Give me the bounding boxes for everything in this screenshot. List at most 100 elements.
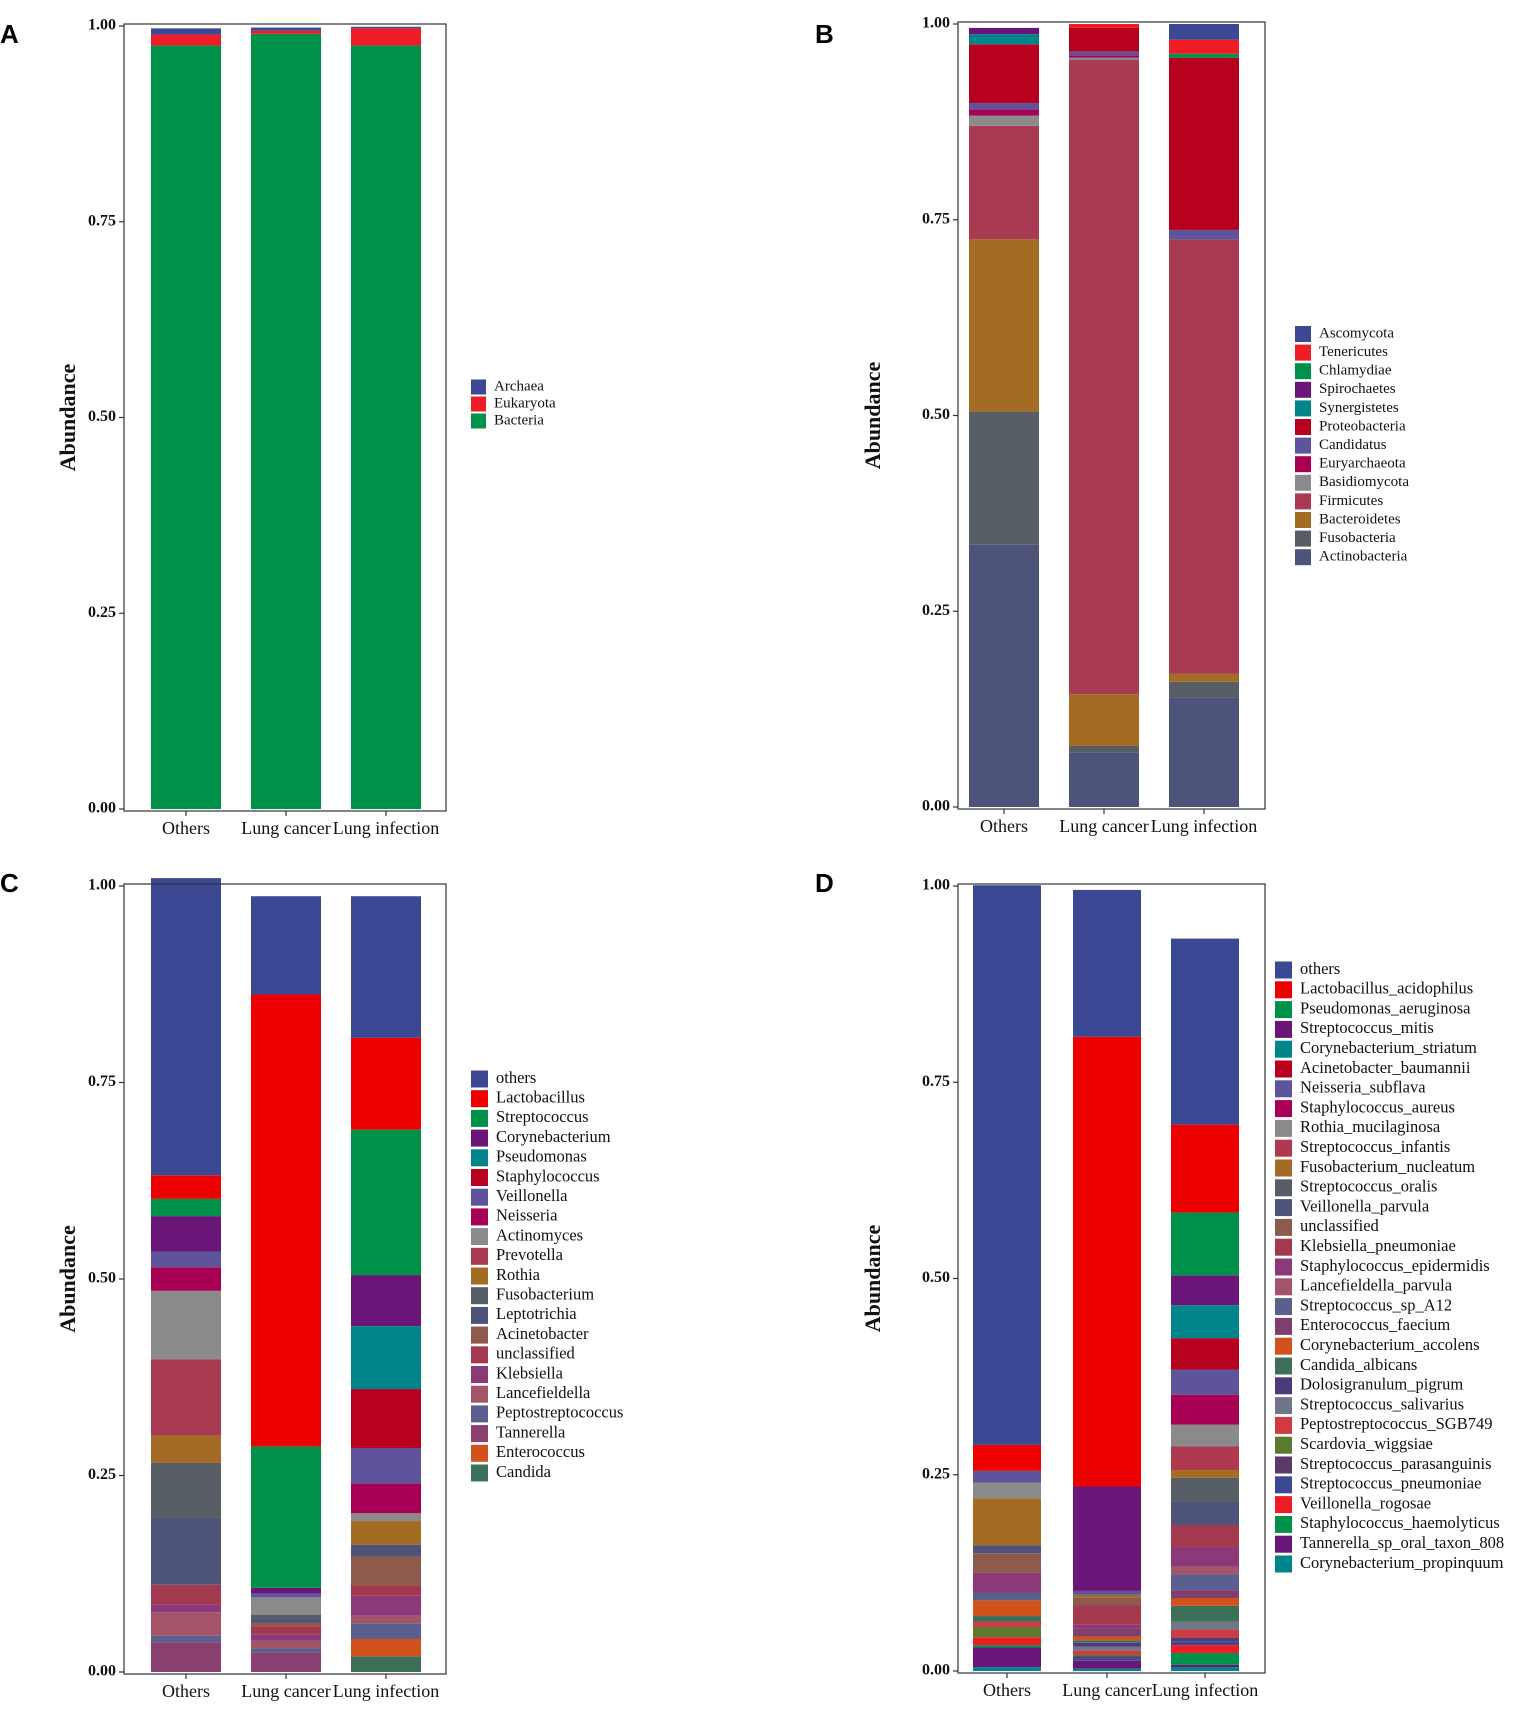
panel-c-bar-segment: [351, 1595, 421, 1616]
panel-c-bar-segment: [351, 1623, 421, 1639]
panel-c-bar-segment: [351, 896, 421, 1038]
panel-d-legend-swatch: [1275, 1119, 1292, 1137]
panel-d-legend-label: Corynebacterium_accolens: [1300, 1335, 1480, 1354]
panel-c-bar-segment: [251, 1618, 321, 1623]
panel-d-bar-segment: [973, 1592, 1041, 1601]
panel-c-bar-segment: [351, 1389, 421, 1448]
panel-d-bar-segment: [1073, 1597, 1141, 1606]
panel-c-bar-segment: [151, 1517, 221, 1585]
panel-d-bar-segment: [973, 1667, 1041, 1671]
panel-d-y-tick-label: 0.00: [922, 1662, 950, 1679]
panel-d-y-tick-label: 0.50: [922, 1269, 950, 1286]
panel-d-bar-segment: [1073, 1486, 1141, 1591]
panel-c-legend-label: Neisseria: [496, 1206, 558, 1225]
panel-b-bar-segment: [1069, 745, 1139, 753]
panel-c-legend-label: others: [496, 1068, 536, 1087]
panel-d-bar-segment: [973, 1627, 1041, 1638]
panel-d-legend-label: Streptococcus_parasanguinis: [1300, 1454, 1492, 1473]
panel-b-legend-swatch: [1295, 549, 1311, 566]
panel-c-legend-label: Candida: [496, 1462, 552, 1481]
panel-d-bar-segment: [1073, 1650, 1141, 1655]
panel-d-y-tick-label: 0.25: [922, 1465, 950, 1482]
panel-d-bar-segment: [973, 1498, 1041, 1546]
panel-d-bar-segment: [973, 1545, 1041, 1554]
panel-a-bar-segment: [351, 45, 421, 809]
panel-a-category-label: Lung cancer: [241, 818, 330, 838]
panel-c-bar-segment: [351, 1521, 421, 1545]
panel-d-legend-swatch: [1275, 1040, 1292, 1058]
panel-c-legend-swatch: [471, 1149, 488, 1167]
panel-c-legend-label: Fusobacterium: [496, 1284, 594, 1303]
panel-c-letter: C: [0, 868, 19, 898]
panel-a-bar-segment: [351, 26, 421, 29]
panel-b-bar-segment: [969, 411, 1039, 545]
panel-b-legend-swatch: [1295, 456, 1311, 473]
panel-c-legend-swatch: [471, 1070, 488, 1088]
panel-d-legend-label: unclassified: [1300, 1216, 1380, 1235]
panel-b-bar-segment: [1069, 752, 1139, 807]
panel-b-bar-segment: [969, 125, 1039, 240]
panel-c-bar-segment: [151, 1251, 221, 1268]
panel-c-bar-segment: [251, 1614, 321, 1619]
panel-c-legend-label: Corynebacterium: [496, 1127, 611, 1146]
panel-d-legend-label: others: [1300, 959, 1340, 978]
panel-d-legend-swatch: [1275, 1397, 1292, 1415]
panel-c-bar-segment: [151, 1635, 221, 1643]
panel-a-y-axis-title: Abundance: [55, 363, 80, 471]
panel-a-bar-segment: [351, 28, 421, 46]
panel-b-legend-swatch: [1295, 512, 1311, 528]
panel-d-bar-segment: [1171, 1546, 1239, 1567]
panel-c-bar-segment: [351, 1447, 421, 1484]
panel-a-y-tick-label: 0.00: [88, 800, 116, 817]
panel-b-bar-segment: [1069, 27, 1139, 52]
panel-c-legend-label: Actinomyces: [496, 1225, 583, 1244]
panel-d-legend-label: Scardovia_wiggsiae: [1300, 1434, 1433, 1453]
panel-b-bar-segment: [1169, 24, 1239, 40]
panel-a-legend-swatch: [471, 379, 486, 395]
panel-a-bar-segment: [151, 34, 221, 46]
panel-c-legend-label: Staphylococcus: [496, 1166, 600, 1185]
panel-d-bar-segment: [1171, 1394, 1239, 1425]
panel-a-category-label: Lung infection: [333, 818, 439, 838]
panel-c-legend-label: Tannerella: [496, 1422, 566, 1441]
panel-d-bar-segment: [1171, 1212, 1239, 1276]
panel-c-legend-label: Lactobacillus: [496, 1087, 585, 1106]
panel-d-legend-label: Streptococcus_mitis: [1300, 1018, 1434, 1037]
panel-c-bar-segment: [351, 1656, 421, 1672]
panel-c-legend-swatch: [471, 1346, 488, 1364]
panel-d-legend-swatch: [1275, 1456, 1292, 1474]
panel-d-bar-segment: [1073, 1036, 1141, 1487]
panel-c-legend-label: Rothia: [496, 1265, 541, 1284]
panel-b-legend-label: Euryarchaeota: [1319, 456, 1406, 472]
panel-d-legend-swatch: [1275, 1139, 1292, 1157]
panel-c-bar-segment: [251, 1652, 321, 1672]
panel-c-legend-swatch: [471, 1228, 488, 1246]
panel-c-legend-label: Leptotrichia: [496, 1304, 577, 1323]
panel-d-legend-label: Pseudomonas_aeruginosa: [1300, 998, 1471, 1017]
panel-d-bar-segment: [1073, 1646, 1141, 1651]
panel-c-legend-label: Lancefieldella: [496, 1383, 591, 1402]
panel-b-legend-swatch: [1295, 381, 1311, 398]
panel-b-legend-label: Chlamydiae: [1319, 363, 1392, 379]
panel-d-bar-segment: [973, 1645, 1041, 1648]
panel-b-legend-label: Actinobacteria: [1319, 549, 1408, 565]
panel-c-legend-swatch: [471, 1287, 488, 1305]
panel-d-bar-segment: [973, 1647, 1041, 1668]
panel-c-bar-segment: [351, 1615, 421, 1624]
panel-a-bar-segment: [251, 27, 321, 31]
panel-d-bar-segment: [1073, 1658, 1141, 1661]
panel-c-bar-segment: [251, 1626, 321, 1635]
panel-d-legend-label: Acinetobacter_baumannii: [1300, 1058, 1471, 1077]
panel-d-legend-swatch: [1275, 1159, 1292, 1177]
panel-d-bar-segment: [1171, 1597, 1239, 1606]
panel-d-category-label: Others: [983, 1680, 1031, 1700]
panel-c-legend-swatch: [471, 1090, 488, 1108]
panel-b-y-tick-label: 0.75: [922, 210, 950, 227]
panel-d-bar-segment: [1073, 1656, 1141, 1659]
panel-d-bar-segment: [1171, 1446, 1239, 1471]
panel-b-bar-segment: [1169, 239, 1239, 674]
panel-b-legend-label: Basidiomycota: [1319, 474, 1409, 490]
panel-c-bar-segment: [151, 1198, 221, 1217]
panel-c-bar-segment: [251, 1597, 321, 1615]
panel-d-bar-segment: [1073, 1642, 1141, 1647]
